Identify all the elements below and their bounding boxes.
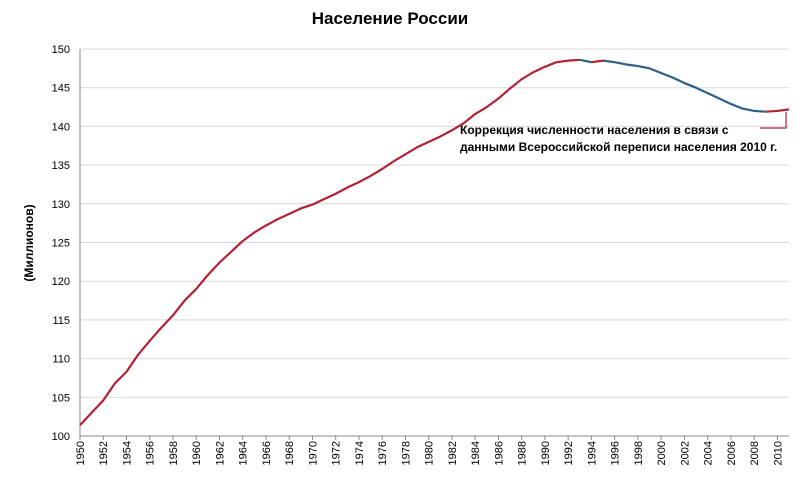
y-tick-label: 145 xyxy=(52,83,70,95)
annotation-bracket xyxy=(760,112,787,129)
x-tick-label: 2006 xyxy=(726,441,738,465)
population-line xyxy=(579,58,592,64)
x-tick-label: 1972 xyxy=(331,441,343,465)
x-tick-label: 2004 xyxy=(703,441,715,465)
y-tick-label: 140 xyxy=(52,121,70,133)
population-line xyxy=(79,58,580,426)
x-tick-label: 1974 xyxy=(354,441,366,465)
x-tick-label: 1984 xyxy=(470,441,482,465)
x-tick-label: 1986 xyxy=(493,441,505,465)
x-tick-label: 1988 xyxy=(517,441,529,465)
x-tick-label: 1950 xyxy=(75,441,87,465)
x-tick-label: 1966 xyxy=(261,441,273,465)
x-tick-label: 1994 xyxy=(586,441,598,465)
x-tick-label: 1956 xyxy=(145,441,157,465)
x-tick-label: 2010 xyxy=(772,441,784,465)
annotation: Коррекция численности населения в связи … xyxy=(460,123,729,137)
x-tick-label: 1968 xyxy=(284,441,296,465)
population-line xyxy=(602,59,766,113)
chart-title: Население России xyxy=(312,9,468,28)
x-tick-label: 1954 xyxy=(121,441,133,465)
x-tick-label: 1980 xyxy=(424,441,436,465)
population-line xyxy=(765,108,790,113)
x-tick-label: 2000 xyxy=(656,441,668,465)
y-tick-label: 110 xyxy=(52,354,70,366)
y-tick-label: 130 xyxy=(52,199,70,211)
y-tick-label: 150 xyxy=(52,44,70,56)
x-tick-label: 1952 xyxy=(98,441,110,465)
x-tick-label: 1992 xyxy=(563,441,575,465)
x-tick-label: 1990 xyxy=(540,441,552,465)
x-tick-label: 1962 xyxy=(214,441,226,465)
x-tick-label: 1998 xyxy=(633,441,645,465)
y-tick-label: 125 xyxy=(52,238,70,250)
x-tick-label: 1970 xyxy=(307,441,319,465)
population-line xyxy=(591,59,604,64)
y-axis-label: (Миллионов) xyxy=(22,204,36,281)
x-tick-label: 1996 xyxy=(610,441,622,465)
x-tick-label: 1964 xyxy=(238,441,250,465)
x-tick-label: 1982 xyxy=(447,441,459,465)
x-tick-label: 2002 xyxy=(679,441,691,465)
x-tick-label: 1978 xyxy=(400,441,412,465)
x-tick-label: 1960 xyxy=(191,441,203,465)
y-tick-label: 100 xyxy=(52,431,70,443)
x-tick-label: 1958 xyxy=(168,441,180,465)
x-tick-label: 1976 xyxy=(377,441,389,465)
annotation: данными Всероссийской переписи населения… xyxy=(460,140,777,154)
y-tick-label: 115 xyxy=(52,315,70,327)
y-tick-label: 105 xyxy=(52,392,70,404)
x-tick-label: 2008 xyxy=(749,441,761,465)
y-tick-label: 135 xyxy=(52,160,70,172)
y-tick-label: 120 xyxy=(52,276,70,288)
